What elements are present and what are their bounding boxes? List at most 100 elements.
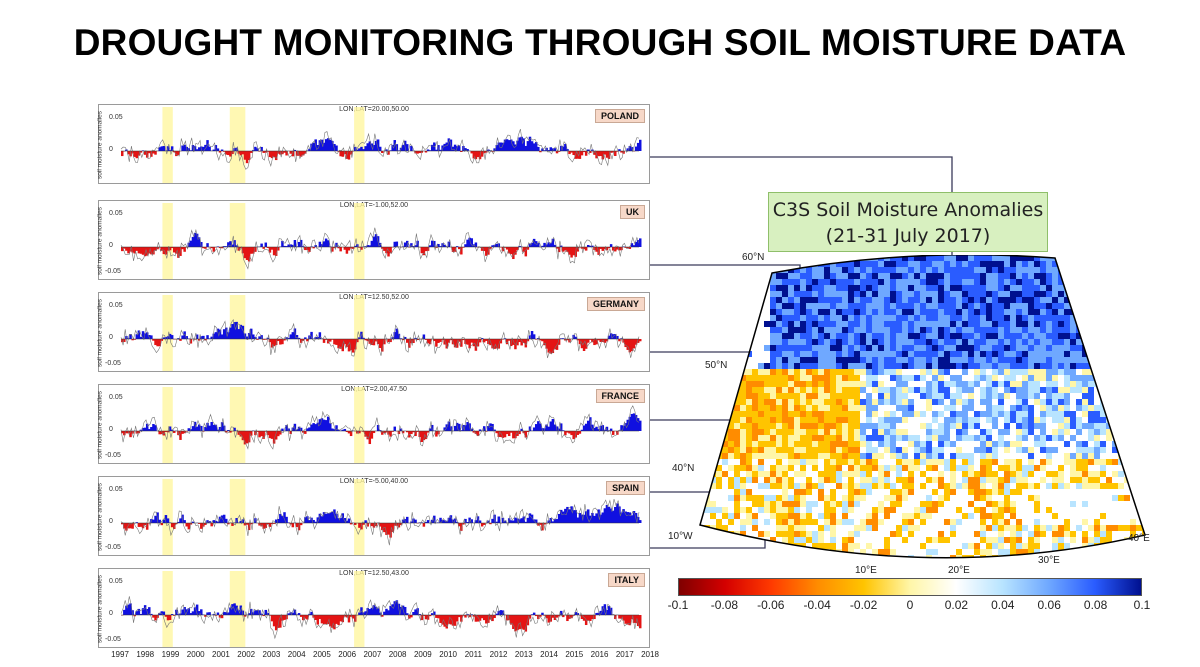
map-cell: [1028, 429, 1034, 435]
anomaly-bar: [543, 339, 546, 346]
map-cell: [1064, 309, 1070, 315]
map-cell: [890, 483, 896, 489]
anomaly-bar: [468, 517, 471, 523]
anomaly-bar: [447, 241, 451, 247]
map-cell: [1004, 405, 1010, 411]
map-cell: [998, 477, 1004, 483]
map-cell: [1142, 381, 1145, 387]
map-cell: [704, 417, 710, 423]
map-cell: [752, 519, 758, 525]
map-cell: [830, 411, 836, 417]
map-cell: [926, 399, 932, 405]
map-cell: [1028, 447, 1034, 453]
anomaly-bar: [437, 615, 440, 619]
map-cell: [896, 369, 902, 375]
anomaly-bar: [204, 339, 207, 341]
map-cell: [710, 531, 716, 537]
anomaly-bar: [191, 521, 195, 523]
map-cell: [986, 267, 992, 273]
map-cell: [968, 387, 974, 393]
map-cell: [1130, 309, 1136, 315]
anomaly-bar: [370, 607, 374, 615]
anomaly-bar: [237, 329, 240, 339]
map-cell: [1136, 297, 1142, 303]
map-cell: [806, 489, 812, 495]
map-cell: [824, 453, 830, 459]
anomaly-bar: [389, 431, 392, 437]
map-cell: [1082, 471, 1088, 477]
map-cell: [1142, 273, 1145, 279]
map-cell: [968, 369, 974, 375]
map-cell: [908, 459, 914, 465]
anomaly-bar: [189, 339, 193, 344]
map-cell: [1004, 345, 1010, 351]
map-cell: [1136, 465, 1142, 471]
map-cell: [782, 261, 788, 267]
map-cell: [1016, 399, 1022, 405]
map-cell: [740, 387, 746, 393]
anomaly-bar: [549, 421, 553, 431]
map-cell: [902, 273, 908, 279]
map-cell: [986, 465, 992, 471]
map-cell: [1028, 477, 1034, 483]
anomaly-bar: [295, 523, 299, 528]
map-cell: [956, 297, 962, 303]
map-cell: [854, 303, 860, 309]
map-cell: [848, 435, 854, 441]
anomaly-bar: [455, 146, 459, 151]
y-tick-label: -0.05: [105, 268, 121, 275]
map-cell: [794, 429, 800, 435]
anomaly-bar: [183, 247, 186, 252]
map-cell: [830, 447, 836, 453]
map-cell: [800, 327, 806, 333]
map-cell: [902, 501, 908, 507]
map-cell: [680, 495, 686, 501]
anomaly-bar: [495, 613, 498, 615]
anomaly-bar: [187, 608, 191, 615]
map-cell: [752, 507, 758, 513]
map-cell: [770, 369, 776, 375]
map-cell: [1076, 399, 1082, 405]
map-cell: [854, 345, 860, 351]
anomaly-bar: [241, 610, 245, 615]
map-cell: [704, 519, 710, 525]
map-cell: [1088, 399, 1094, 405]
map-cell: [1094, 261, 1100, 267]
map-cell: [1028, 381, 1034, 387]
map-cell: [986, 357, 992, 363]
map-cell: [878, 417, 884, 423]
map-cell: [800, 453, 806, 459]
map-cell: [728, 489, 734, 495]
country-label: ITALY: [608, 573, 645, 587]
map-cell: [1118, 423, 1124, 429]
map-cell: [788, 387, 794, 393]
map-cell: [974, 387, 980, 393]
map-cell: [830, 507, 836, 513]
map-cell: [776, 381, 782, 387]
map-cell: [998, 315, 1004, 321]
map-cell: [812, 507, 818, 513]
map-cell: [1130, 405, 1136, 411]
map-cell: [1064, 267, 1070, 273]
anomaly-bar: [482, 151, 486, 154]
map-cell: [812, 477, 818, 483]
map-cell: [824, 291, 830, 297]
map-cell: [1058, 471, 1064, 477]
anomaly-bar: [464, 339, 467, 344]
map-cell: [998, 531, 1004, 537]
map-cell: [1106, 255, 1112, 261]
map-cell: [908, 429, 914, 435]
anomaly-bar: [430, 240, 434, 247]
map-cell: [800, 495, 806, 501]
map-cell: [680, 513, 686, 519]
map-cell: [1082, 297, 1088, 303]
map-cell: [806, 519, 812, 525]
map-cell: [1088, 453, 1094, 459]
map-cell: [932, 495, 938, 501]
map-cell: [818, 369, 824, 375]
anomaly-bar: [591, 615, 594, 620]
map-cell: [758, 483, 764, 489]
map-cell: [1112, 279, 1118, 285]
map-cell: [1004, 255, 1010, 261]
map-cell: [890, 297, 896, 303]
